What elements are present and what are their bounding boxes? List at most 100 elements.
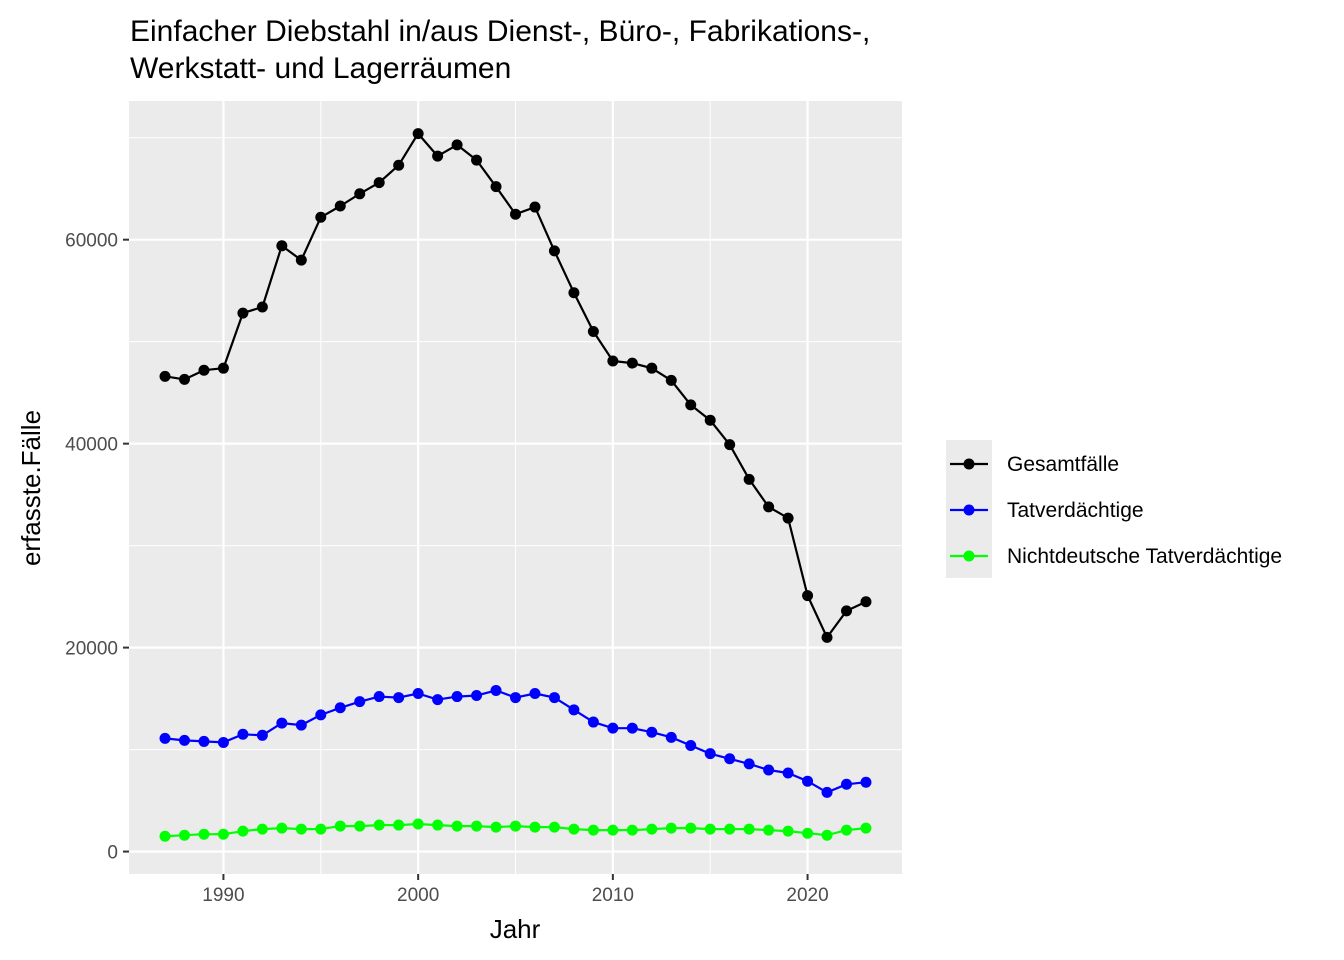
y-tick-label: 60000 [65, 231, 118, 252]
data-point-gesamtfaelle [607, 355, 619, 367]
data-point-tatverdaechtige [276, 717, 288, 729]
data-point-gesamtfaelle [704, 414, 716, 426]
data-point-nichtdeutsche-tatverdaechtige [841, 824, 853, 836]
data-point-gesamtfaelle [217, 362, 229, 374]
data-point-nichtdeutsche-tatverdaechtige [178, 829, 190, 841]
data-point-gesamtfaelle [860, 596, 872, 608]
data-point-tatverdaechtige [743, 758, 755, 770]
data-point-nichtdeutsche-tatverdaechtige [607, 824, 619, 836]
x-axis-title: Jahr [490, 914, 541, 944]
data-point-gesamtfaelle [432, 150, 444, 162]
data-point-nichtdeutsche-tatverdaechtige [821, 829, 833, 841]
x-axis: 1990 2000 2010 2020 [202, 874, 829, 906]
data-point-nichtdeutsche-tatverdaechtige [548, 821, 560, 833]
data-point-gesamtfaelle [237, 307, 249, 319]
data-point-nichtdeutsche-tatverdaechtige [860, 822, 872, 834]
data-point-tatverdaechtige [821, 786, 833, 798]
data-point-tatverdaechtige [295, 719, 307, 731]
data-point-nichtdeutsche-tatverdaechtige [354, 820, 366, 832]
data-point-gesamtfaelle [802, 590, 814, 602]
data-point-nichtdeutsche-tatverdaechtige [626, 824, 638, 836]
data-point-gesamtfaelle [256, 301, 268, 313]
data-point-nichtdeutsche-tatverdaechtige [276, 822, 288, 834]
data-point-nichtdeutsche-tatverdaechtige [568, 823, 580, 835]
data-point-gesamtfaelle [510, 208, 521, 220]
data-point-nichtdeutsche-tatverdaechtige [587, 824, 599, 836]
minor-gridlines [129, 101, 902, 874]
data-point-tatverdaechtige [256, 729, 268, 741]
y-tick-label: 40000 [65, 435, 118, 456]
data-point-gesamtfaelle [276, 240, 288, 252]
legend-key-point [963, 550, 975, 562]
data-point-nichtdeutsche-tatverdaechtige [295, 823, 307, 835]
data-point-tatverdaechtige [237, 728, 249, 740]
data-point-nichtdeutsche-tatverdaechtige [510, 820, 521, 832]
y-axis: 0 20000 40000 60000 [65, 231, 129, 864]
chart-title-line-1: Einfacher Diebstahl in/aus Dienst-, Büro… [130, 15, 870, 48]
x-tick-label: 2010 [592, 885, 634, 906]
data-point-gesamtfaelle [315, 211, 327, 223]
data-point-tatverdaechtige [159, 732, 171, 744]
chart-title: Einfacher Diebstahl in/aus Dienst-, Büro… [130, 15, 870, 85]
data-point-gesamtfaelle [724, 439, 736, 451]
data-point-gesamtfaelle [587, 325, 599, 337]
data-point-gesamtfaelle [743, 473, 755, 485]
data-point-tatverdaechtige [412, 687, 424, 699]
legend-label: Tatverdächtige [1007, 499, 1144, 522]
data-point-gesamtfaelle [529, 201, 541, 213]
data-point-nichtdeutsche-tatverdaechtige [432, 819, 444, 831]
data-point-tatverdaechtige [685, 740, 697, 752]
chart-title-line-2: Werkstatt- und Lagerräumen [130, 52, 511, 85]
data-point-nichtdeutsche-tatverdaechtige [802, 827, 814, 839]
data-point-nichtdeutsche-tatverdaechtige [159, 830, 171, 842]
data-point-nichtdeutsche-tatverdaechtige [646, 823, 658, 835]
data-point-gesamtfaelle [295, 254, 307, 266]
data-point-nichtdeutsche-tatverdaechtige [763, 824, 775, 836]
data-point-tatverdaechtige [510, 692, 521, 704]
data-point-tatverdaechtige [568, 704, 580, 716]
data-point-gesamtfaelle [178, 373, 190, 385]
data-point-tatverdaechtige [724, 753, 736, 765]
data-point-gesamtfaelle [393, 159, 405, 171]
data-point-tatverdaechtige [646, 726, 658, 738]
data-point-nichtdeutsche-tatverdaechtige [217, 828, 229, 840]
data-point-tatverdaechtige [841, 778, 853, 790]
data-point-tatverdaechtige [802, 775, 814, 787]
data-point-gesamtfaelle [763, 501, 775, 513]
data-point-nichtdeutsche-tatverdaechtige [198, 828, 210, 840]
data-point-gesamtfaelle [354, 188, 366, 200]
data-point-gesamtfaelle [646, 362, 658, 374]
data-point-gesamtfaelle [159, 370, 171, 382]
data-point-tatverdaechtige [607, 722, 619, 734]
data-point-nichtdeutsche-tatverdaechtige [373, 819, 385, 831]
data-point-nichtdeutsche-tatverdaechtige [237, 825, 249, 837]
x-tick-label: 2020 [786, 885, 828, 906]
data-point-gesamtfaelle [821, 631, 833, 643]
data-point-tatverdaechtige [354, 696, 366, 708]
data-point-nichtdeutsche-tatverdaechtige [724, 823, 736, 835]
data-point-tatverdaechtige [548, 692, 560, 704]
data-point-tatverdaechtige [626, 722, 638, 734]
data-point-nichtdeutsche-tatverdaechtige [743, 823, 755, 835]
data-point-tatverdaechtige [860, 776, 872, 788]
y-tick-label: 0 [107, 843, 118, 864]
data-point-tatverdaechtige [393, 692, 405, 704]
data-point-tatverdaechtige [587, 716, 599, 728]
data-point-tatverdaechtige [763, 764, 775, 776]
data-point-gesamtfaelle [685, 399, 697, 411]
data-point-tatverdaechtige [198, 735, 210, 747]
legend-key-point [963, 504, 975, 516]
major-gridlines [129, 101, 902, 874]
data-point-tatverdaechtige [217, 736, 229, 748]
data-point-gesamtfaelle [841, 605, 853, 617]
data-point-gesamtfaelle [412, 128, 424, 140]
data-point-gesamtfaelle [490, 181, 502, 193]
data-point-tatverdaechtige [334, 702, 346, 714]
data-point-nichtdeutsche-tatverdaechtige [685, 822, 697, 834]
data-point-nichtdeutsche-tatverdaechtige [334, 820, 346, 832]
data-point-gesamtfaelle [198, 364, 210, 376]
legend-label: Nichtdeutsche Tatverdächtige [1007, 545, 1282, 568]
legend-key-point [963, 458, 975, 470]
